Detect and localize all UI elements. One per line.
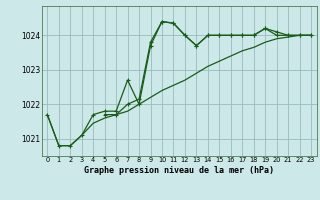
X-axis label: Graphe pression niveau de la mer (hPa): Graphe pression niveau de la mer (hPa) — [84, 166, 274, 175]
